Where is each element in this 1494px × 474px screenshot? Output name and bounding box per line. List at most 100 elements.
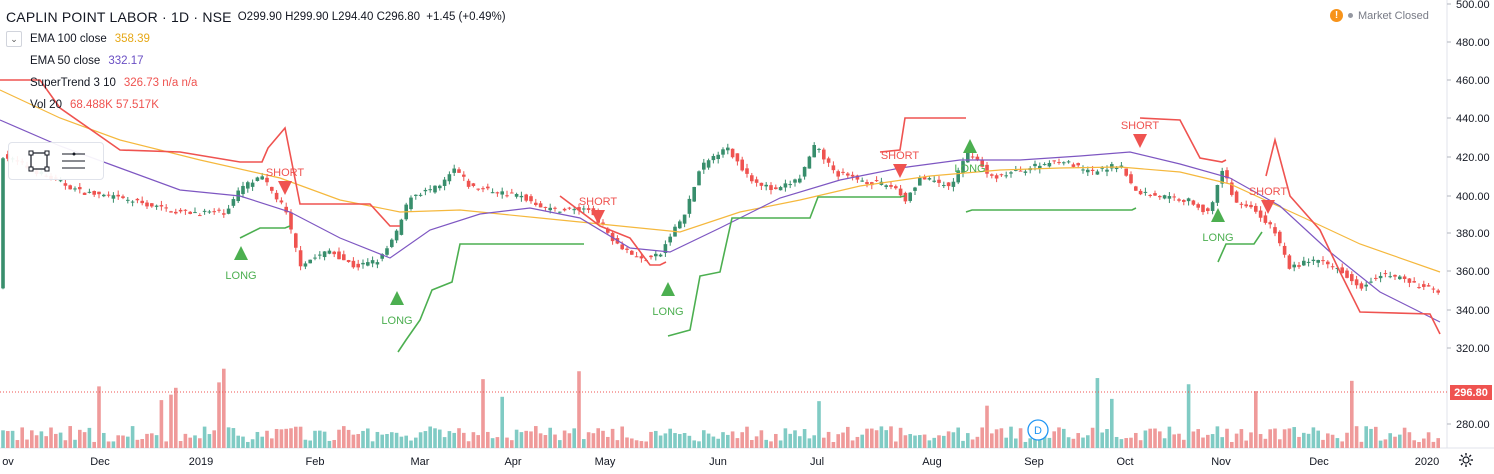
symbol-title[interactable]: CAPLIN POINT LABOR · 1D · NSE bbox=[6, 9, 232, 25]
gear-icon[interactable] bbox=[1458, 452, 1474, 468]
market-status[interactable]: ! Market Closed bbox=[1330, 9, 1429, 22]
candle-body bbox=[1090, 169, 1095, 171]
volume-bar bbox=[226, 427, 231, 448]
volume-bar bbox=[471, 432, 476, 448]
volume-bar bbox=[730, 431, 735, 448]
volume-bar bbox=[145, 433, 149, 448]
candle-body bbox=[1038, 165, 1042, 169]
candle-body bbox=[126, 199, 130, 201]
volume-bar bbox=[572, 428, 576, 448]
candle-body bbox=[1273, 227, 1277, 234]
candle-body bbox=[726, 147, 730, 151]
candle-body bbox=[639, 256, 644, 259]
candle-body bbox=[1009, 172, 1013, 174]
chevron-down-icon[interactable]: ⌄ bbox=[6, 31, 22, 47]
candle-body bbox=[1417, 287, 1421, 289]
candle-body bbox=[322, 251, 327, 258]
candle-body bbox=[1234, 191, 1239, 203]
volume-bar bbox=[1138, 440, 1143, 448]
volume-bar bbox=[908, 434, 912, 448]
volume-bar bbox=[418, 432, 423, 448]
candle-body bbox=[802, 166, 807, 177]
indicator-ema100[interactable]: ⌄ EMA 100 close 358.39 bbox=[6, 28, 506, 50]
candle-body bbox=[92, 191, 96, 195]
volume-bar bbox=[726, 434, 730, 448]
candle-body bbox=[1422, 284, 1426, 287]
candle-body bbox=[841, 171, 845, 173]
volume-bar bbox=[596, 428, 600, 448]
volume-bar bbox=[140, 439, 144, 448]
volume-bar bbox=[1292, 427, 1296, 448]
volume-bar bbox=[1230, 441, 1234, 448]
menu-lines-icon[interactable] bbox=[61, 149, 85, 173]
volume-bar bbox=[798, 436, 802, 448]
candle-body bbox=[409, 197, 413, 210]
indicator-ema50[interactable]: EMA 50 close 332.17 bbox=[30, 55, 144, 67]
candle-body bbox=[1407, 278, 1412, 283]
dividend-marker[interactable] bbox=[1027, 419, 1049, 441]
volume-bar bbox=[841, 432, 845, 448]
volume-bar bbox=[1143, 430, 1148, 448]
candle-body bbox=[1263, 215, 1268, 223]
candle-body bbox=[241, 185, 245, 195]
volume-bar bbox=[558, 440, 562, 448]
volume-bar bbox=[668, 428, 672, 448]
candle-body bbox=[1249, 204, 1253, 208]
price-tick-label: 480.00 bbox=[1456, 37, 1490, 49]
volume-bar bbox=[34, 435, 39, 448]
volume-bar bbox=[1014, 438, 1018, 448]
volume-bar bbox=[366, 428, 370, 448]
volume-bar bbox=[10, 430, 15, 448]
volume-bar bbox=[68, 426, 72, 448]
candle-body bbox=[481, 188, 485, 190]
candle-body bbox=[202, 210, 207, 212]
volume-bar bbox=[505, 437, 509, 448]
indicator-supertrend[interactable]: SuperTrend 3 10 326.73 n/a n/a bbox=[30, 77, 198, 89]
volume-bar bbox=[1196, 429, 1200, 448]
volume-bar bbox=[130, 426, 135, 448]
volume-bar bbox=[169, 394, 173, 448]
volume-bar bbox=[370, 441, 375, 448]
candle-body bbox=[428, 189, 432, 191]
volume-bar bbox=[390, 432, 394, 448]
candle-body bbox=[831, 165, 836, 171]
volume-bar bbox=[164, 441, 168, 448]
volume-bar bbox=[154, 435, 159, 448]
candle-body bbox=[370, 260, 375, 264]
candle-body bbox=[1225, 170, 1229, 179]
candle-body bbox=[303, 263, 308, 267]
candle-body bbox=[1330, 266, 1335, 268]
volume-bar bbox=[543, 435, 548, 448]
volume-bar bbox=[1028, 438, 1032, 448]
volume-bar bbox=[1335, 438, 1340, 448]
volume-bar bbox=[1105, 429, 1109, 448]
selection-rect-icon[interactable] bbox=[27, 149, 51, 173]
time-tick-label: Apr bbox=[504, 456, 521, 468]
volume-bar bbox=[466, 441, 471, 448]
drawing-toolbox bbox=[8, 142, 104, 180]
candle-body bbox=[1402, 276, 1407, 280]
volume-bar bbox=[1422, 438, 1426, 448]
volume-bar bbox=[812, 435, 816, 448]
volume-bar bbox=[294, 426, 298, 448]
candle-body bbox=[217, 209, 221, 211]
candle-body bbox=[735, 153, 740, 162]
volume-bar bbox=[1220, 437, 1224, 448]
candle-body bbox=[274, 192, 279, 200]
candle-body bbox=[1095, 171, 1100, 175]
volume-bar bbox=[303, 439, 308, 448]
warning-icon[interactable]: ! bbox=[1330, 9, 1343, 22]
volume-bar bbox=[937, 435, 941, 448]
candle-body bbox=[1081, 169, 1085, 171]
volume-bar bbox=[78, 429, 82, 448]
volume-bar bbox=[615, 440, 620, 448]
volume-bar bbox=[241, 436, 245, 448]
candle-body bbox=[78, 187, 82, 190]
supertrend-up-line bbox=[239, 225, 291, 239]
volume-bar bbox=[1340, 441, 1344, 448]
candle-body bbox=[922, 176, 927, 180]
candle-body bbox=[937, 179, 941, 183]
candle-body bbox=[97, 191, 101, 195]
indicator-volume[interactable]: Vol 20 68.488K 57.517K bbox=[30, 99, 159, 111]
